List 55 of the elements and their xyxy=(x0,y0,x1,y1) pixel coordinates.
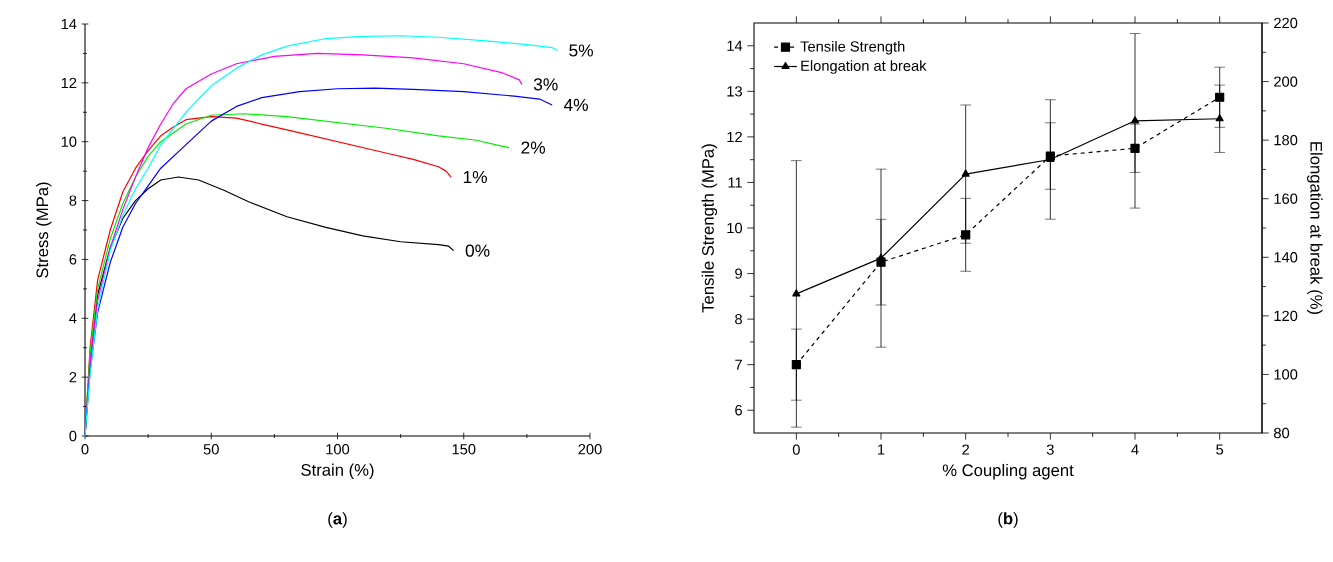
point xyxy=(792,289,801,297)
y-tick-label: 14 xyxy=(727,40,743,51)
y-tick-label: 10 xyxy=(727,222,743,234)
series-label: 3% xyxy=(533,78,558,91)
y-tick-label: 8 xyxy=(69,195,77,206)
legend-label: Elongation at break xyxy=(801,60,927,74)
x-tick-label: 100 xyxy=(326,444,350,455)
y2-axis-title: Elongation at break (%) xyxy=(1307,142,1323,315)
y-tick-label: 4 xyxy=(69,313,77,324)
series-label: 0% xyxy=(465,244,490,257)
point xyxy=(1215,114,1224,122)
x-tick-label: 0 xyxy=(792,444,800,455)
y2-tick-label: 120 xyxy=(1274,310,1298,322)
x-tick-label: 200 xyxy=(578,444,602,455)
x-tick-label: 50 xyxy=(203,444,219,455)
y2-tick-label: 180 xyxy=(1274,134,1298,146)
x-tick-label: 1 xyxy=(878,444,885,455)
series-label: 5% xyxy=(569,44,593,57)
y-tick-label: 13 xyxy=(727,86,742,97)
x-tick-label: 0 xyxy=(81,444,89,455)
text: (a) xyxy=(328,512,347,528)
series-label: 2% xyxy=(521,141,546,154)
point xyxy=(1130,116,1140,124)
x-tick-label: 5 xyxy=(1216,444,1224,455)
y-tick-label: 8 xyxy=(735,313,742,325)
y-tick-label: 0 xyxy=(69,430,77,442)
y-axis-title: Tensile Strength (MPa) xyxy=(701,144,718,313)
y2-tick-label: 220 xyxy=(1274,17,1298,29)
y-tick-label: 6 xyxy=(735,405,742,416)
legend-label: Tensile Strength xyxy=(800,40,905,55)
y2-tick-label: 160 xyxy=(1274,193,1298,204)
y-tick-label: 12 xyxy=(727,131,742,143)
y-tick-label: 7 xyxy=(735,359,742,370)
y-tick-label: 11 xyxy=(728,177,742,188)
y-tick-label: 2 xyxy=(69,372,77,383)
y2-tick-label: 80 xyxy=(1274,427,1290,439)
y2-tick-label: 100 xyxy=(1274,369,1298,380)
x-tick-label: 150 xyxy=(452,444,476,455)
y-tick-label: 6 xyxy=(69,254,77,265)
x-axis-title: Strain (%) xyxy=(301,463,374,480)
series-label: 1% xyxy=(463,170,487,184)
series-label: 4% xyxy=(563,98,588,111)
y-tick-label: 9 xyxy=(735,268,742,279)
x-tick-label: 3 xyxy=(1046,444,1054,455)
y-axis-title: Stress (MPa) xyxy=(35,182,52,278)
point xyxy=(961,169,970,177)
x-tick-label: 4 xyxy=(1131,444,1139,455)
y-tick-label: 14 xyxy=(61,18,77,30)
y2-tick-label: 140 xyxy=(1274,252,1298,263)
y-tick-label: 10 xyxy=(61,136,77,147)
x-tick-label: 2 xyxy=(962,444,970,455)
y-tick-label: 12 xyxy=(61,77,77,88)
text: (b) xyxy=(998,512,1018,528)
y2-tick-label: 200 xyxy=(1274,76,1298,87)
x-axis-title: % Coupling agent xyxy=(942,463,1074,480)
